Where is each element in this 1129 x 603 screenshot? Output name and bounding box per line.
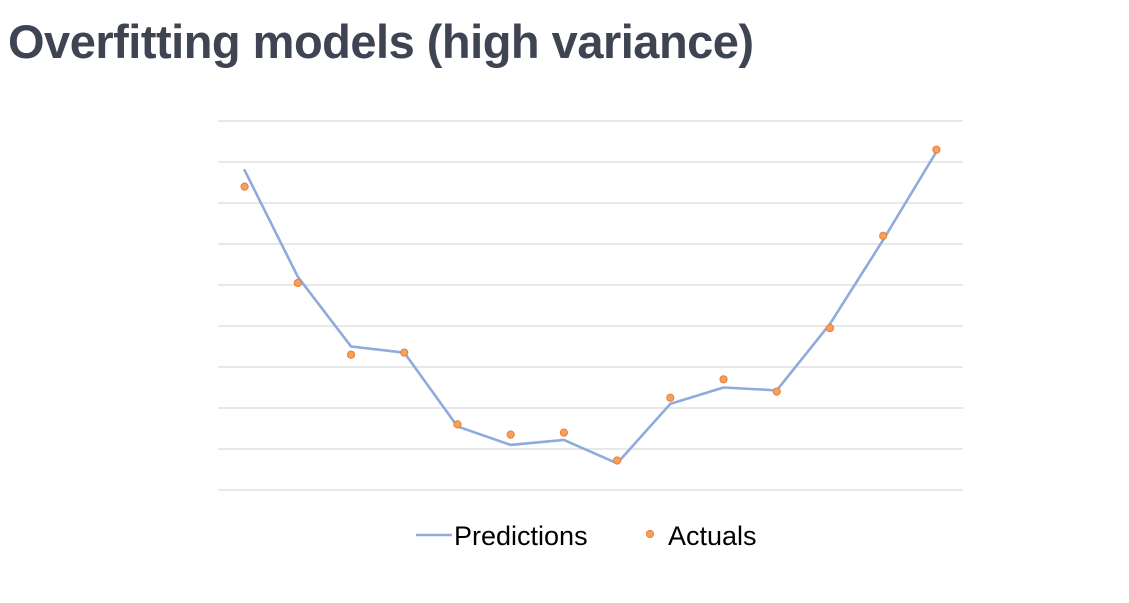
actuals-point <box>772 387 781 396</box>
actuals-point <box>453 420 462 429</box>
legend: Predictions Actuals <box>416 521 757 551</box>
predictions-line <box>243 150 938 465</box>
legend-predictions-label: Predictions <box>454 521 588 551</box>
gridlines <box>218 120 963 491</box>
actuals-point <box>400 348 409 357</box>
actuals-point <box>293 278 302 288</box>
actuals-point <box>932 145 941 154</box>
actuals-point <box>346 350 356 359</box>
actuals-point <box>719 375 728 384</box>
actuals-point <box>825 323 835 333</box>
legend-actuals-swatch <box>645 529 655 539</box>
legend-actuals-label: Actuals <box>668 521 757 551</box>
series-points <box>240 145 941 465</box>
series-lines <box>243 150 938 465</box>
slide-title: Overfitting models (high variance) <box>8 15 754 68</box>
actuals-point <box>559 428 568 437</box>
actuals-point <box>613 456 622 465</box>
actuals-point <box>879 231 888 240</box>
actuals-point <box>240 182 249 191</box>
actuals-point <box>506 430 515 439</box>
actuals-point <box>666 393 675 402</box>
